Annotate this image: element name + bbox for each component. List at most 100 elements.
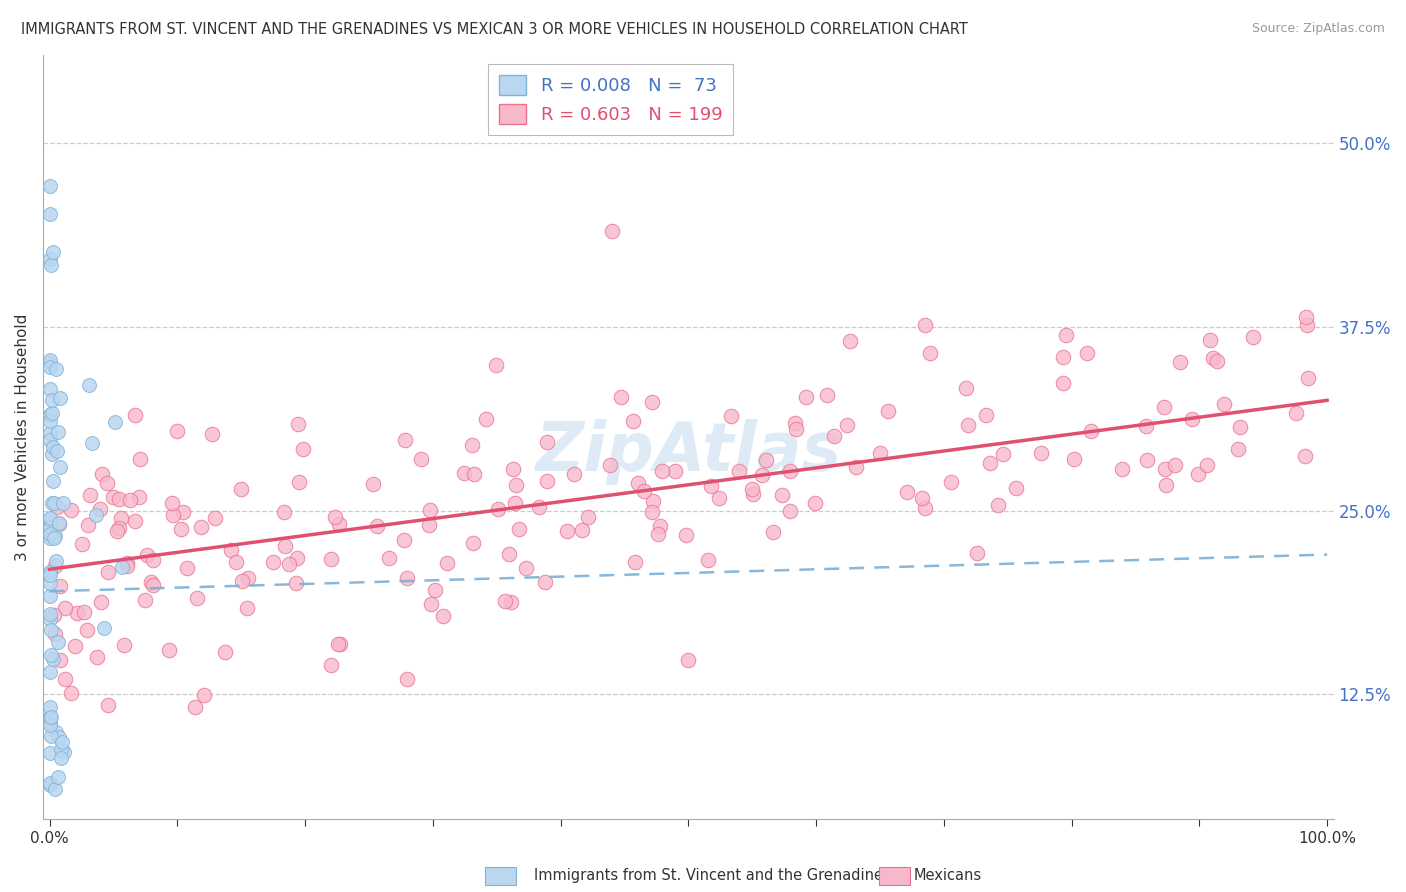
Point [48,516,70,531]
Point [485,358,508,372]
Point [128,490,150,504]
Point [1054,327,1077,342]
Point [1135,419,1157,434]
Point [48,730,70,744]
Point [46,500,69,515]
Point [1168,355,1191,369]
Point [914,318,936,332]
Point [742,487,765,501]
Point [463,467,485,481]
Point [287,417,309,431]
Point [142,553,165,567]
Point [993,447,1015,461]
Point [42,496,65,510]
Point [160,496,183,510]
Point [38,531,60,545]
Point [1195,458,1218,472]
Point [762,524,785,539]
Point [38,207,60,221]
Point [90,595,112,609]
Point [38,566,60,580]
Point [741,483,763,497]
Point [38,566,60,580]
Point [486,502,509,516]
Point [41,393,63,408]
Point [46,635,69,649]
Point [38,715,60,730]
Point [38,589,60,603]
Point [987,498,1010,512]
Point [1296,318,1319,332]
Point [225,555,247,569]
Point [77,378,100,392]
Point [38,575,60,590]
Point [84,508,107,522]
Point [49,741,72,756]
Point [1111,462,1133,476]
Point [120,493,142,508]
Point [515,561,537,575]
Point [38,408,60,422]
Point [1295,310,1317,325]
Point [46,425,69,440]
Point [700,478,723,492]
Point [974,409,997,423]
Point [1296,371,1319,385]
Point [46,770,69,784]
Point [396,570,419,584]
Point [1029,446,1052,460]
Point [326,638,349,652]
Point [38,434,60,448]
Point [111,560,134,574]
Point [1052,376,1074,390]
Point [44,528,66,542]
Point [1226,442,1249,456]
Point [770,488,793,502]
Point [361,476,384,491]
Point [157,643,180,657]
Point [1136,453,1159,467]
Point [555,524,578,538]
Point [779,464,801,478]
Point [39,710,62,724]
Point [38,520,60,534]
Point [285,551,308,566]
Point [93,621,115,635]
Point [624,555,647,569]
Point [176,561,198,575]
Point [600,224,623,238]
Point [1181,411,1204,425]
Point [284,575,307,590]
Point [1076,345,1098,359]
Point [39,623,62,637]
Point [39,648,62,662]
Point [262,555,284,569]
Point [1213,397,1236,411]
Point [1202,351,1225,366]
Point [1004,481,1026,495]
Point [783,416,806,430]
Point [1206,353,1229,368]
Point [527,500,550,515]
Point [499,594,522,608]
Point [378,551,401,566]
Point [63,639,86,653]
Point [46,444,69,458]
Point [96,475,118,490]
Point [274,539,297,553]
Point [44,781,66,796]
Point [45,554,67,568]
Point [1187,467,1209,481]
Point [89,501,111,516]
Point [418,518,440,533]
Point [219,542,242,557]
Point [73,605,96,619]
Point [136,549,159,563]
Point [38,252,60,266]
Point [1063,451,1085,466]
Point [91,467,114,481]
Point [966,545,988,559]
Point [1285,406,1308,420]
Point [97,565,120,579]
Point [169,522,191,536]
